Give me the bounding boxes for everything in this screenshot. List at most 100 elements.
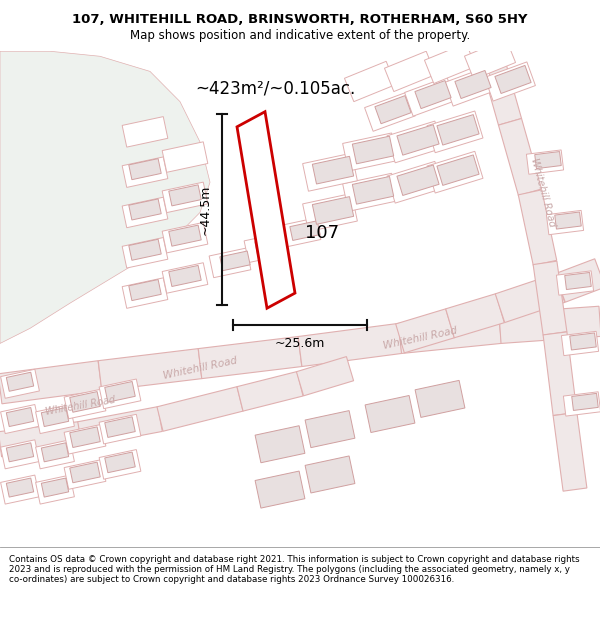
Text: 107, WHITEHILL ROAD, BRINSWORTH, ROTHERHAM, S60 5HY: 107, WHITEHILL ROAD, BRINSWORTH, ROTHERH…: [72, 12, 528, 26]
Polygon shape: [99, 449, 141, 479]
Text: Map shows position and indicative extent of the property.: Map shows position and indicative extent…: [130, 29, 470, 42]
Polygon shape: [424, 43, 476, 84]
Polygon shape: [313, 156, 353, 184]
Polygon shape: [553, 412, 587, 491]
Polygon shape: [398, 313, 502, 354]
Polygon shape: [555, 212, 581, 229]
Polygon shape: [343, 133, 397, 171]
Polygon shape: [129, 159, 161, 179]
Polygon shape: [7, 478, 34, 497]
Polygon shape: [162, 142, 208, 172]
Polygon shape: [296, 357, 353, 396]
Polygon shape: [495, 66, 531, 94]
Polygon shape: [415, 81, 451, 109]
Polygon shape: [437, 114, 479, 145]
Polygon shape: [64, 459, 106, 489]
Polygon shape: [547, 211, 584, 235]
Polygon shape: [7, 442, 34, 462]
Polygon shape: [533, 261, 567, 335]
Polygon shape: [41, 478, 68, 497]
Polygon shape: [387, 121, 443, 162]
Polygon shape: [499, 306, 600, 343]
Polygon shape: [365, 92, 415, 131]
Polygon shape: [220, 251, 250, 271]
Polygon shape: [255, 236, 285, 256]
Polygon shape: [437, 155, 479, 186]
Polygon shape: [562, 331, 599, 356]
Polygon shape: [556, 271, 593, 295]
Polygon shape: [237, 112, 295, 308]
Polygon shape: [105, 452, 135, 472]
Polygon shape: [0, 422, 82, 457]
Polygon shape: [98, 349, 202, 391]
Polygon shape: [446, 294, 505, 338]
Polygon shape: [485, 62, 535, 101]
Polygon shape: [570, 333, 596, 350]
Polygon shape: [298, 324, 402, 366]
Polygon shape: [302, 153, 358, 191]
Polygon shape: [99, 379, 141, 409]
Polygon shape: [344, 61, 395, 102]
Polygon shape: [495, 274, 565, 322]
Polygon shape: [375, 96, 411, 124]
Polygon shape: [35, 404, 74, 434]
Polygon shape: [535, 151, 561, 169]
Polygon shape: [162, 222, 208, 253]
Polygon shape: [387, 161, 443, 203]
Polygon shape: [237, 371, 303, 411]
Polygon shape: [415, 381, 465, 418]
Polygon shape: [41, 408, 68, 426]
Polygon shape: [169, 185, 201, 206]
Polygon shape: [427, 111, 483, 152]
Polygon shape: [64, 424, 106, 454]
Text: 107: 107: [305, 224, 339, 242]
Polygon shape: [1, 475, 40, 504]
Polygon shape: [244, 233, 286, 262]
Polygon shape: [343, 173, 397, 211]
Polygon shape: [1, 440, 40, 469]
Polygon shape: [35, 475, 74, 504]
Polygon shape: [77, 407, 163, 446]
Polygon shape: [526, 150, 563, 174]
Polygon shape: [455, 71, 491, 99]
Polygon shape: [305, 456, 355, 493]
Polygon shape: [122, 117, 168, 147]
Polygon shape: [352, 176, 394, 204]
Polygon shape: [209, 248, 251, 278]
Polygon shape: [122, 238, 168, 268]
Text: ~25.6m: ~25.6m: [275, 338, 325, 351]
Polygon shape: [305, 411, 355, 447]
Text: Contains OS data © Crown copyright and database right 2021. This information is : Contains OS data © Crown copyright and d…: [9, 554, 580, 584]
Polygon shape: [0, 51, 210, 344]
Text: ~44.5m: ~44.5m: [199, 184, 212, 234]
Polygon shape: [169, 266, 201, 286]
Polygon shape: [1, 404, 40, 434]
Text: Whitehill Road: Whitehill Road: [162, 356, 238, 381]
Polygon shape: [397, 125, 439, 155]
Polygon shape: [404, 77, 455, 116]
Polygon shape: [255, 426, 305, 462]
Polygon shape: [7, 372, 34, 391]
Polygon shape: [64, 389, 106, 419]
Polygon shape: [198, 336, 302, 379]
Polygon shape: [445, 67, 496, 106]
Polygon shape: [397, 165, 439, 196]
Polygon shape: [129, 239, 161, 260]
Polygon shape: [478, 48, 521, 125]
Polygon shape: [563, 392, 600, 416]
Polygon shape: [279, 217, 321, 248]
Polygon shape: [162, 262, 208, 293]
Polygon shape: [313, 197, 353, 224]
Polygon shape: [70, 462, 100, 482]
Polygon shape: [555, 259, 600, 302]
Polygon shape: [518, 190, 557, 266]
Polygon shape: [464, 39, 515, 79]
Polygon shape: [157, 387, 243, 431]
Polygon shape: [427, 151, 483, 193]
Text: Whitehill Road: Whitehill Road: [44, 395, 116, 417]
Polygon shape: [129, 199, 161, 220]
Polygon shape: [41, 442, 68, 462]
Polygon shape: [302, 194, 358, 231]
Polygon shape: [543, 332, 577, 416]
Polygon shape: [122, 157, 168, 188]
